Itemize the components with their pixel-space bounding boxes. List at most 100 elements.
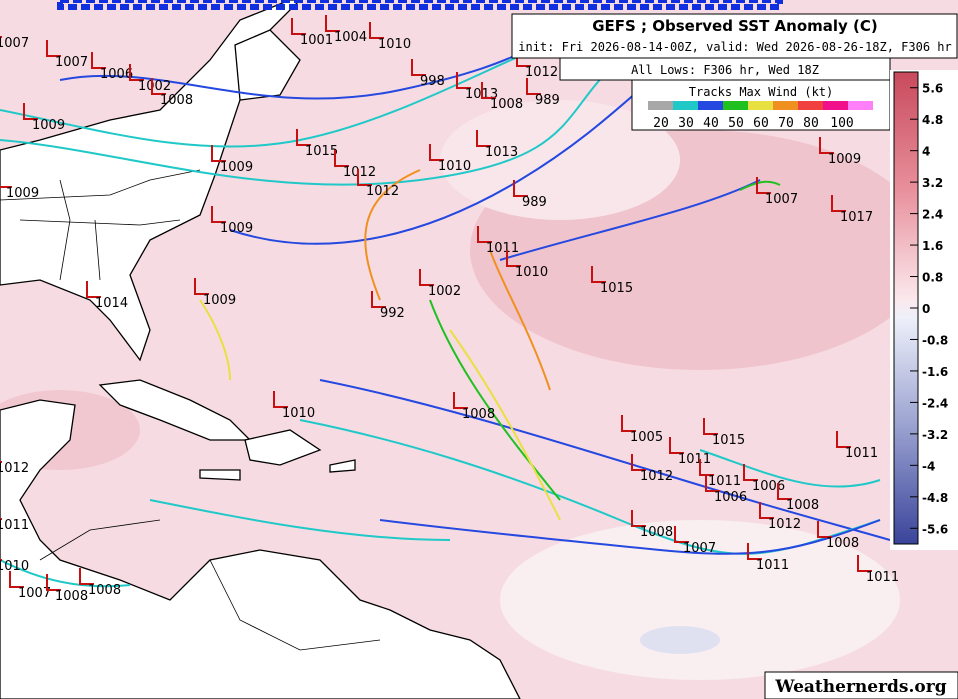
low-pressure-label: 1008 [462,407,495,422]
colorbar: 5.6 4.8 4 3.2 2.4 1.6 0.8 0 -0.8 -1.6 -2.4 -3.2 -4 -4… [890,70,958,550]
colorbar-label: 5.6 [922,82,943,96]
low-symbol [325,15,340,32]
low-symbol [23,103,38,120]
low-symbol [453,392,468,409]
low-symbol [86,281,101,298]
legend-label: 30 [678,116,694,131]
low-pressure-label: 1009 [32,118,65,133]
legend-label: 60 [753,116,769,131]
watermark: Weathernerds.org [774,677,946,697]
low-pressure-label: 1017 [840,210,873,225]
legend-label: 70 [778,116,794,131]
colorbar-label: 1.6 [922,239,943,253]
low-pressure-label: 1004 [334,30,367,45]
low-symbol [703,418,718,435]
low-pressure-label: 1007 [683,541,716,556]
low-symbol [674,526,689,543]
low-symbol [513,180,528,197]
low-symbol [357,169,372,186]
lows-title: All Lows: F306 hr, Wed 18Z [631,63,819,77]
low-symbol [46,40,61,57]
low-pressure-label: 1008 [826,536,859,551]
low-pressure-label: 989 [522,195,547,210]
legend-swatch [723,101,748,110]
low-pressure-label: 1012 [525,65,558,80]
legend-swatch [773,101,798,110]
track-legend: 20 30 40 50 60 70 80 100 [648,101,873,131]
colorbar-label: -4 [922,459,935,473]
title: GEFS ; Observed SST Anomaly (C) [592,17,878,35]
colorbar-label: -0.8 [922,333,948,347]
low-pressure-label: 1011 [866,570,899,585]
low-pressure-label: 1009 [828,152,861,167]
low-pressure-label: 1005 [630,430,663,445]
low-pressure-label: 1009 [220,160,253,175]
low-pressure-label: 1009 [6,186,39,201]
low-pressure-label: 998 [420,74,445,89]
low-pressure-label: 1015 [712,433,745,448]
low-symbol [756,177,771,194]
low-symbol [759,502,774,519]
low-pressure-label: 1011 [0,518,29,533]
state-borders [0,169,381,651]
colorbar-label: 4.8 [922,113,943,127]
legend-swatch [848,101,873,110]
low-symbol [481,82,496,99]
low-pressure-label: 992 [380,306,405,321]
colorbar-label: 2.4 [922,208,943,222]
low-pressure-label: 1013 [485,145,518,160]
low-pressure-label: 1008 [160,93,193,108]
low-symbol [291,18,306,35]
low-symbol [0,186,12,188]
low-symbol [211,145,226,162]
legend-swatch [798,101,823,110]
low-symbol [334,150,349,167]
low-pressure-label: 1010 [378,37,411,52]
low-pressure-label: 1014 [95,296,128,311]
low-symbol [747,543,762,560]
storm-tracks [0,29,891,588]
low-pressure-label: 1001 [300,33,333,48]
low-symbol [211,206,226,223]
low-symbol [831,195,846,212]
low-symbol [819,137,834,154]
low-symbol [411,59,426,76]
progress-strip [57,0,783,10]
low-symbol [777,483,792,500]
low-pressure-label: 1006 [752,479,785,494]
low-symbol [743,464,758,481]
legend-swatch [673,101,698,110]
low-pressure-label: 1010 [438,159,471,174]
low-symbol [591,266,606,283]
legend-label: 100 [830,116,853,131]
low-pressure-label: 1011 [678,452,711,467]
legend-swatch [823,101,848,110]
legend-label: 40 [703,116,719,131]
low-symbol [371,291,386,308]
low-pressure-label: 1011 [756,558,789,573]
low-pressure-label: 1006 [714,490,747,505]
subtitle: init: Fri 2026-08-14-00Z, valid: Wed 202… [518,40,951,54]
watermark-box: Weathernerds.org [764,671,958,699]
colorbar-label: 3.2 [922,176,943,190]
low-symbol [456,72,471,89]
low-symbol [296,129,311,146]
low-pressure-label: 1008 [88,583,121,598]
low-symbol [699,459,714,476]
low-symbol [273,391,288,408]
low-pressure-label: 1011 [486,241,519,256]
colorbar-label: -2.4 [922,396,948,410]
low-pressure-label: 1008 [490,97,523,112]
legend-title: Tracks Max Wind (kt) [689,85,834,99]
low-pressure-label: 1007 [18,586,51,601]
low-pressure-label: 1007 [55,55,88,70]
colorbar-label: 4 [922,145,930,159]
legend-swatch [698,101,723,110]
low-pressure-label: 1012 [640,469,673,484]
low-symbol [705,475,720,492]
low-pressure-label: 1010 [0,559,29,574]
low-pressure-label: 1011 [708,474,741,489]
colorbar-label: 0.8 [922,271,943,285]
low-pressure-label: 1007 [0,36,29,51]
